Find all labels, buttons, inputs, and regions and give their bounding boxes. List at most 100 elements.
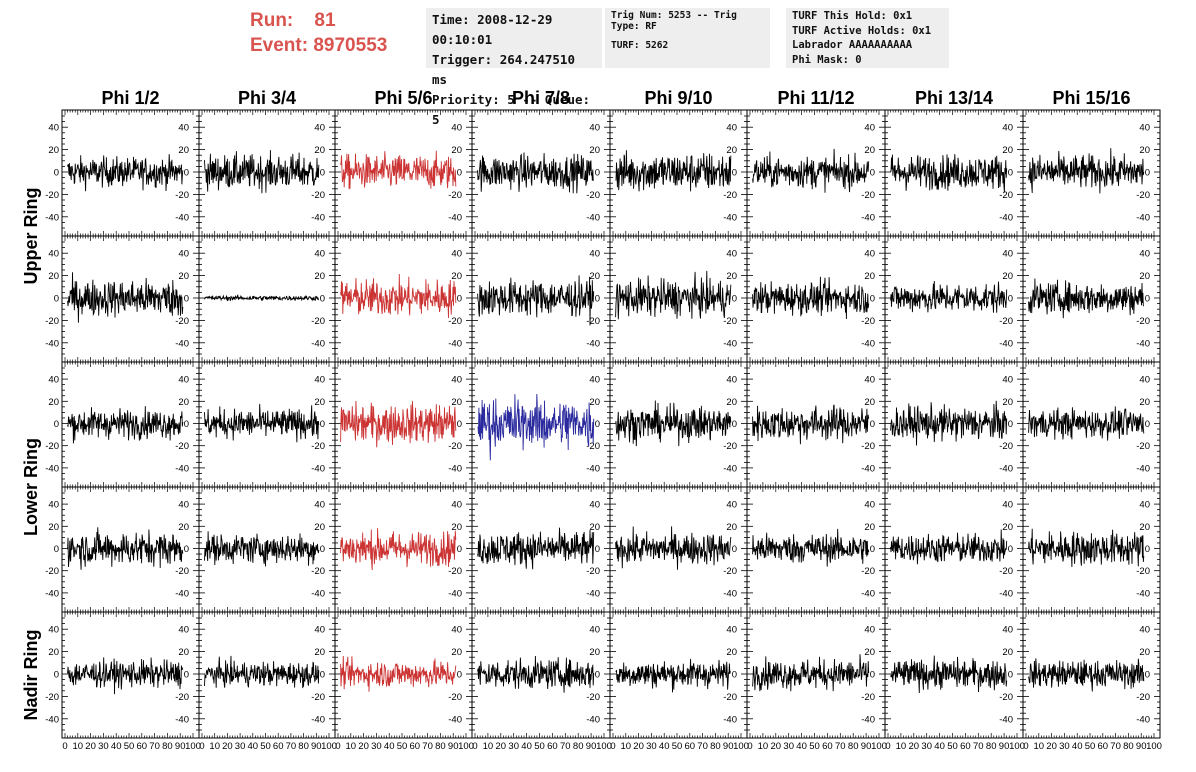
y-tick-label: -20 [448, 316, 462, 327]
y-tick-label: -40 [448, 463, 462, 474]
y-tick-label: -40 [1136, 212, 1150, 223]
panel-r3-c2: -40 -20 0 20 40 [198, 361, 336, 488]
y-tick-label: -40 [448, 212, 462, 223]
y-tick-label: -20 [311, 566, 325, 577]
run-label: Run: [250, 10, 294, 31]
turf-info-panel: TURF This Hold: 0x1 TURF Active Holds: 0… [786, 8, 949, 68]
y-tick-label: 40 [451, 375, 462, 386]
waveform-line [615, 270, 732, 320]
panel-r1-c8: -40 -20 0 20 40 [1022, 109, 1161, 237]
waveform-line [340, 400, 457, 448]
column-header-7: Phi 13/14 [915, 88, 993, 108]
y-tick-label: 20 [451, 271, 462, 282]
y-tick-label: -40 [861, 588, 875, 599]
y-tick-label: -20 [1136, 190, 1150, 201]
y-tick-label: -40 [586, 338, 600, 349]
panel-r1-c5: -40 -20 0 20 40 [609, 109, 748, 237]
turf-this-hold-text: TURF This Hold: 0x1 [792, 10, 913, 22]
column-header-4: Phi 7/8 [512, 88, 570, 108]
waveform-line [1028, 528, 1145, 568]
y-tick-label: -20 [448, 441, 462, 452]
waveform-line [67, 154, 184, 192]
y-tick-label: -20 [448, 190, 462, 201]
y-tick-label: 20 [864, 522, 875, 533]
waveform-line [890, 280, 1008, 313]
y-tick-label: 0 [732, 294, 737, 305]
panel-r3-c4: -40 -20 0 20 40 [471, 361, 611, 488]
y-tick-label: -40 [586, 463, 600, 474]
y-tick-label: 20 [864, 397, 875, 408]
y-tick-label: -40 [311, 338, 325, 349]
waveform-line [1028, 278, 1144, 319]
panel-r2-c8: -40 -20 0 20 40 [1022, 235, 1161, 363]
waveform-line [752, 148, 870, 193]
event-value: 8970553 [313, 35, 388, 56]
y-tick-label: 20 [314, 145, 325, 156]
waveform-line [204, 150, 320, 194]
y-tick-label: 40 [1139, 375, 1150, 386]
y-tick-label: 0 [320, 419, 325, 430]
y-tick-label: -40 [448, 588, 462, 599]
waveform-line [615, 400, 732, 447]
column-header-3: Phi 5/6 [374, 88, 432, 108]
y-tick-label: 0 [595, 168, 600, 179]
row-label-2: Lower Ring [21, 438, 41, 536]
y-tick-label: 40 [726, 375, 737, 386]
y-tick-label: -40 [175, 338, 189, 349]
panel-r3-c6: -40 -20 0 20 40 [746, 361, 886, 488]
y-tick-label: 0 [870, 294, 875, 305]
panel-r4-c4: -40 -20 0 20 40 [471, 486, 611, 613]
y-tick-label: 40 [314, 500, 325, 511]
waveform-line [340, 273, 457, 319]
y-tick-label: 20 [178, 397, 189, 408]
run-event-box: Run: 81 Event: 8970553 [250, 8, 387, 58]
y-tick-label: 0 [1145, 294, 1150, 305]
y-tick-label: -40 [999, 463, 1013, 474]
panel-r4-c8: -40 -20 0 20 40 [1022, 486, 1161, 613]
y-tick-label: 20 [314, 397, 325, 408]
y-tick-label: 40 [726, 123, 737, 134]
y-tick-label: -20 [586, 316, 600, 327]
y-tick-label: -40 [311, 588, 325, 599]
y-tick-label: 20 [864, 271, 875, 282]
y-tick-label: -40 [999, 212, 1013, 223]
y-tick-label: 0 [595, 294, 600, 305]
y-tick-label: 0 [457, 544, 462, 555]
waveform-line [752, 528, 870, 567]
panel-r2-c2: -40 -20 0 20 40 [198, 235, 336, 363]
waveform-line [1028, 148, 1145, 194]
y-tick-label: 0 [1008, 419, 1013, 430]
y-tick-label: 0 [457, 168, 462, 179]
y-tick-label: 20 [1139, 145, 1150, 156]
panel-r1-c4: -40 -20 0 20 40 [471, 109, 611, 237]
y-tick-label: 40 [1002, 123, 1013, 134]
event-label: Event: [250, 35, 309, 56]
y-tick-label: 20 [1139, 397, 1150, 408]
panel-r4-c5: -40 -20 0 20 40 [609, 486, 748, 613]
y-tick-label: 0 [870, 419, 875, 430]
waveform-line [477, 393, 595, 461]
y-tick-label: -20 [175, 441, 189, 452]
y-tick-label: 0 [1008, 294, 1013, 305]
waveform-line [204, 294, 320, 302]
y-tick-label: -20 [1136, 316, 1150, 327]
y-tick-label: 40 [1139, 500, 1150, 511]
y-tick-label: -20 [723, 316, 737, 327]
y-tick-label: 20 [589, 397, 600, 408]
y-tick-label: 20 [589, 522, 600, 533]
waveform-line [890, 154, 1008, 193]
panel-r3-c5: -40 -20 0 20 40 [609, 361, 748, 488]
y-tick-label: 40 [451, 500, 462, 511]
y-tick-label: -20 [999, 190, 1013, 201]
y-tick-label: 40 [1002, 500, 1013, 511]
y-tick-label: -20 [861, 441, 875, 452]
y-tick-label: 0 [870, 168, 875, 179]
panel-r4-c6: -40 -20 0 20 40 [746, 486, 886, 613]
y-tick-label: 40 [178, 249, 189, 260]
priority-text: Priority: 5 -- Queue: 5 [432, 92, 591, 127]
y-tick-label: -20 [311, 190, 325, 201]
y-tick-label: 40 [726, 500, 737, 511]
y-tick-label: -20 [723, 566, 737, 577]
y-tick-label: 0 [732, 168, 737, 179]
